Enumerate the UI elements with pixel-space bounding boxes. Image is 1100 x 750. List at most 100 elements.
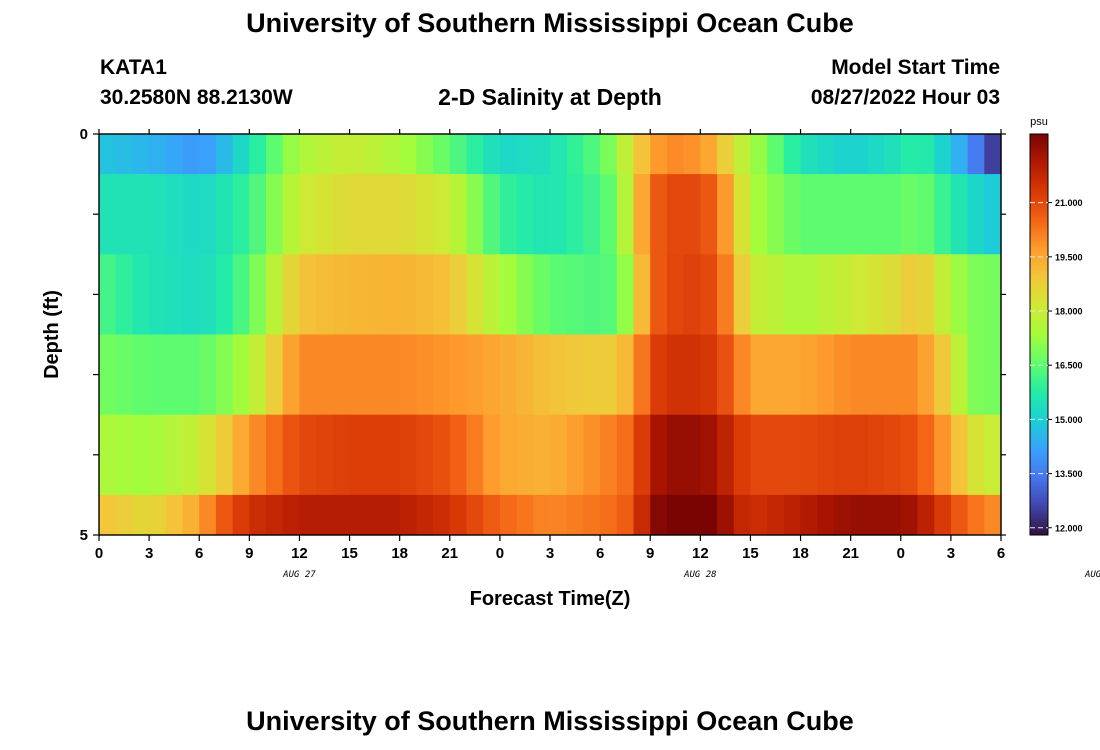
heatmap-cell	[934, 494, 952, 536]
heatmap-cell	[449, 414, 468, 496]
heatmap-cell	[583, 134, 601, 175]
heatmap-cell	[182, 254, 200, 335]
heatmap-cell	[867, 174, 885, 255]
heatmap-cell	[199, 414, 217, 496]
heatmap-cell	[833, 414, 852, 496]
heatmap-cell	[199, 174, 217, 255]
colorbar-unit: psu	[1030, 116, 1048, 128]
heatmap-cell	[433, 134, 451, 175]
heatmap-cell	[600, 174, 618, 255]
heatmap-cell	[984, 494, 1002, 536]
heatmap-cell	[717, 174, 735, 255]
heatmap-cell	[650, 134, 668, 175]
heatmap-cell	[550, 134, 568, 175]
heatmap-cell	[817, 494, 835, 536]
heatmap-cell	[550, 414, 568, 496]
heatmap-cell	[349, 414, 367, 496]
heatmap-cell	[650, 174, 668, 255]
heatmap-cell	[967, 414, 985, 496]
heatmap-cell	[984, 414, 1002, 496]
heatmap-cell	[666, 334, 685, 416]
heatmap-cell	[382, 134, 401, 175]
heatmap-cell	[316, 254, 334, 335]
heatmap-cell	[399, 494, 417, 536]
colorbar-tick-label: 12.000	[1055, 523, 1083, 533]
heatmap-cell	[917, 134, 935, 175]
heatmap-cell	[215, 174, 234, 255]
heatmap-cell	[282, 174, 301, 255]
heatmap-cell	[533, 134, 551, 175]
heatmap-cell	[366, 174, 384, 255]
heatmap-cell	[332, 494, 351, 536]
heatmap-cell	[366, 414, 384, 496]
heatmap-cell	[533, 494, 551, 536]
x-tick-label: 12	[291, 545, 308, 562]
heatmap-cell	[316, 334, 334, 416]
heatmap-cell	[583, 414, 601, 496]
y-tick-label: 0	[80, 126, 88, 143]
heatmap-cell	[249, 134, 267, 175]
heatmap-cell	[817, 254, 835, 335]
heatmap-cell	[917, 334, 935, 416]
heatmap-cell	[165, 494, 184, 536]
heatmap-cell	[299, 414, 317, 496]
heatmap-cell	[182, 414, 200, 496]
heatmap-cell	[533, 174, 551, 255]
heatmap-cell	[199, 134, 217, 175]
heatmap-cell	[282, 414, 301, 496]
heatmap-cell	[850, 334, 868, 416]
heatmap-cell	[700, 414, 718, 496]
heatmap-cell	[884, 334, 902, 416]
heatmap-cell	[934, 174, 952, 255]
heatmap-cell	[800, 494, 818, 536]
colorbar-tick-label: 16.500	[1055, 361, 1083, 371]
heatmap-cell	[817, 174, 835, 255]
heatmap-cell	[232, 494, 250, 536]
heatmap-cell	[266, 494, 284, 536]
heatmap-cell	[499, 334, 518, 416]
heatmap-cell	[683, 334, 701, 416]
heatmap-cell	[884, 134, 902, 175]
heatmap-cell	[833, 134, 852, 175]
heatmap-cell	[349, 174, 367, 255]
x-tick-label: 18	[792, 545, 809, 562]
heatmap-cell	[600, 254, 618, 335]
heatmap-cell	[566, 134, 584, 175]
heatmap-cell	[633, 174, 651, 255]
heatmap-cell	[900, 494, 919, 536]
heatmap-cell	[783, 494, 802, 536]
heatmap-cells	[99, 134, 1002, 536]
heatmap-cell	[633, 334, 651, 416]
date-label: AUG 28	[683, 570, 717, 580]
plot-title: 2-D Salinity at Depth	[438, 84, 662, 110]
heatmap-cell	[449, 174, 468, 255]
heatmap-cell	[366, 494, 384, 536]
date-label: AUG 29	[1084, 570, 1100, 580]
page-title: University of Southern Mississippi Ocean…	[246, 8, 854, 38]
heatmap-cell	[616, 134, 635, 175]
heatmap-cell	[483, 494, 501, 536]
heatmap-cell	[950, 174, 969, 255]
heatmap-cell	[266, 334, 284, 416]
heatmap-cell	[215, 334, 234, 416]
x-tick-label: 9	[245, 545, 253, 562]
heatmap-cell	[215, 134, 234, 175]
heatmap-cell	[917, 414, 935, 496]
heatmap-cell	[132, 134, 150, 175]
heatmap-cell	[433, 334, 451, 416]
heatmap-cell	[850, 414, 868, 496]
heatmap-cell	[466, 134, 484, 175]
colorbar-scale	[1029, 133, 1049, 536]
heatmap-cell	[583, 174, 601, 255]
heatmap-cell	[282, 134, 301, 175]
heatmap-cell	[934, 334, 952, 416]
heatmap-cell	[950, 134, 969, 175]
heatmap-cell	[733, 414, 752, 496]
heatmap-cell	[249, 174, 267, 255]
x-tick-label: 6	[997, 545, 1005, 562]
heatmap-cell	[516, 414, 534, 496]
heatmap-cell	[516, 174, 534, 255]
heatmap-cell	[282, 254, 301, 335]
x-tick-label: 0	[897, 545, 905, 562]
heatmap-cell	[132, 174, 150, 255]
